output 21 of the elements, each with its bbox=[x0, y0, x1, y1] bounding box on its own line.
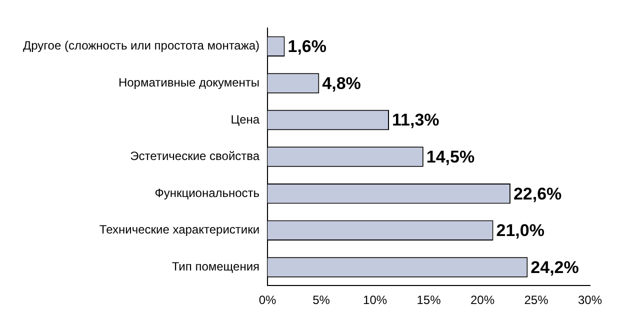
x-tick-label: 30% bbox=[578, 293, 602, 308]
y-tick-label: Эстетические свойства bbox=[130, 149, 260, 164]
y-tick-label: Цена bbox=[230, 112, 260, 126]
x-tick-label: 10% bbox=[363, 293, 388, 308]
y-tick-label: Тип помещения bbox=[172, 260, 260, 274]
x-tick-label: 20% bbox=[470, 293, 495, 308]
x-tick-label: 15% bbox=[416, 293, 442, 308]
data-label: 21,0% bbox=[496, 221, 544, 240]
data-label: 4,8% bbox=[322, 74, 361, 93]
y-tick-label: Другое (сложность или простота монтажа) bbox=[22, 38, 260, 53]
y-tick-label: Нормативные документы bbox=[118, 76, 260, 90]
data-label: 11,3% bbox=[392, 110, 440, 130]
x-tick-label: 0% bbox=[258, 293, 277, 308]
data-label: 1,6% bbox=[288, 37, 326, 56]
x-tick-label: 5% bbox=[312, 293, 330, 308]
data-label: 14,5% bbox=[426, 147, 475, 166]
data-label: 24,2% bbox=[530, 258, 579, 277]
data-label: 22,6% bbox=[513, 184, 562, 204]
y-tick-label: Функциональность bbox=[154, 186, 260, 200]
x-tick-label: 25% bbox=[524, 293, 549, 308]
y-tick-label: Технические характеристики bbox=[99, 222, 260, 237]
